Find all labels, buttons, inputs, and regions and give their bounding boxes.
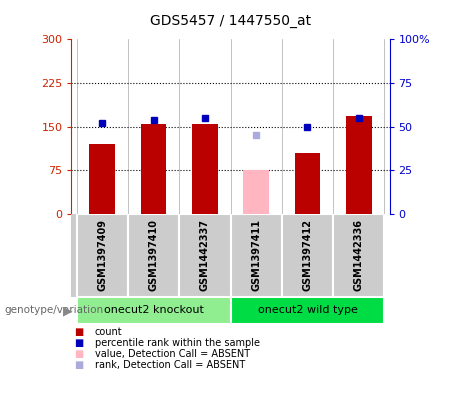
Bar	[282, 214, 333, 297]
Bar	[141, 124, 166, 214]
Text: GSM1397409: GSM1397409	[97, 219, 107, 292]
Bar	[128, 214, 179, 297]
Text: ▶: ▶	[64, 304, 73, 317]
Text: GSM1442337: GSM1442337	[200, 219, 210, 292]
Text: ■: ■	[74, 338, 83, 348]
Bar	[77, 297, 230, 324]
Text: rank, Detection Call = ABSENT: rank, Detection Call = ABSENT	[95, 360, 245, 370]
Text: GSM1442336: GSM1442336	[354, 219, 364, 292]
Bar	[333, 214, 384, 297]
Text: GSM1397411: GSM1397411	[251, 219, 261, 292]
Bar	[179, 214, 230, 297]
Bar	[295, 153, 320, 214]
Bar	[346, 116, 372, 214]
Text: GSM1397410: GSM1397410	[148, 219, 159, 292]
Bar	[89, 144, 115, 214]
Text: ■: ■	[74, 349, 83, 359]
Text: onecut2 wild type: onecut2 wild type	[258, 305, 357, 316]
Text: GSM1397412: GSM1397412	[302, 219, 313, 292]
Text: value, Detection Call = ABSENT: value, Detection Call = ABSENT	[95, 349, 249, 359]
Text: ■: ■	[74, 327, 83, 337]
Bar	[230, 297, 384, 324]
Bar	[230, 214, 282, 297]
Text: ■: ■	[74, 360, 83, 370]
Text: onecut2 knockout: onecut2 knockout	[104, 305, 203, 316]
Text: count: count	[95, 327, 122, 337]
Bar	[77, 214, 128, 297]
Bar	[243, 171, 269, 214]
Text: genotype/variation: genotype/variation	[5, 305, 104, 316]
Text: percentile rank within the sample: percentile rank within the sample	[95, 338, 260, 348]
Bar	[192, 124, 218, 214]
Text: GDS5457 / 1447550_at: GDS5457 / 1447550_at	[150, 14, 311, 28]
